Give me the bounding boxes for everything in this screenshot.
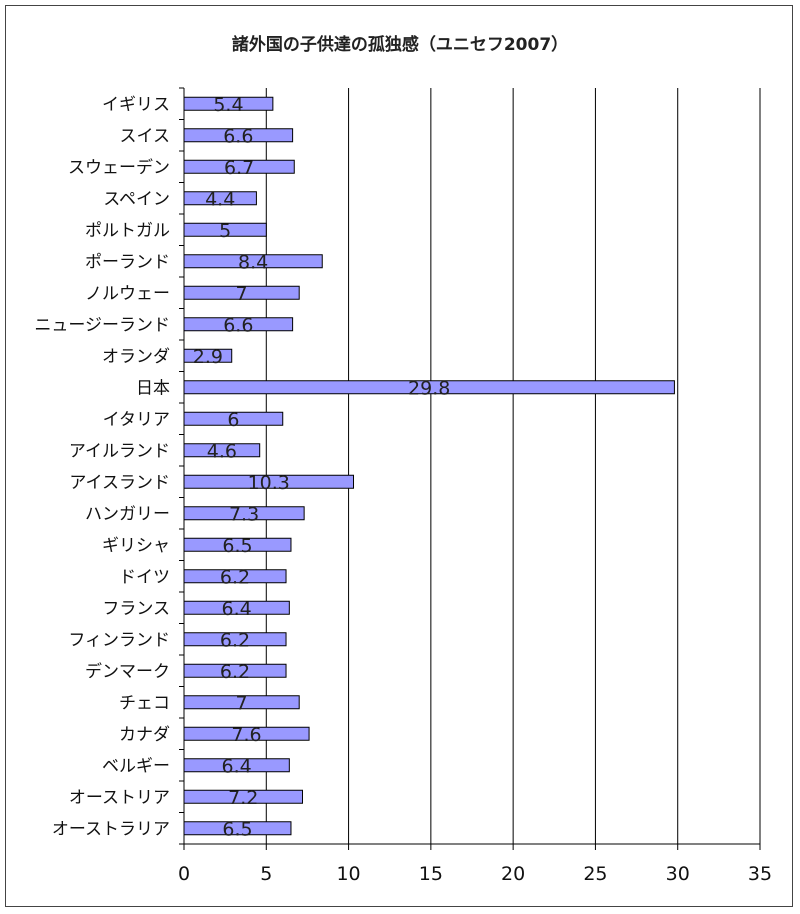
bars: [183, 96, 675, 836]
data-label: 6: [227, 409, 239, 431]
category-label: チェコ: [119, 693, 170, 713]
category-label: スイス: [120, 126, 171, 146]
chart-frame: [5, 5, 793, 907]
data-label: 7.6: [231, 724, 261, 746]
chart-title: 諸外国の子供達の孤独感（ユニセフ2007）: [231, 35, 569, 55]
data-label: 6.6: [223, 125, 253, 147]
category-label: ニュージーランド: [34, 315, 170, 335]
data-label: 6.2: [220, 661, 250, 683]
x-tick-label: 5: [260, 863, 272, 885]
data-label: 6.4: [222, 755, 252, 777]
data-label: 6.4: [222, 598, 252, 620]
data-label: 6.2: [220, 629, 250, 651]
category-label: 日本: [136, 378, 170, 398]
x-tick-label: 15: [419, 863, 443, 885]
category-label: オーストリア: [69, 788, 170, 808]
category-label: アイスランド: [69, 473, 170, 493]
data-label: 5.4: [213, 94, 243, 116]
data-label: 7.3: [229, 503, 259, 525]
data-label: 7: [236, 692, 248, 714]
category-label: ギリシャ: [102, 536, 170, 556]
data-label: 7: [236, 283, 248, 305]
category-label: アイルランド: [69, 441, 170, 461]
data-label: 8.4: [238, 251, 268, 273]
category-label: オランダ: [102, 347, 170, 367]
category-label: スペイン: [103, 189, 170, 209]
data-label: 4.6: [207, 440, 237, 462]
category-label: オーストラリア: [52, 819, 170, 839]
category-label: スウェーデン: [68, 157, 170, 178]
x-tick-label: 35: [748, 863, 772, 885]
data-label: 6.5: [222, 818, 252, 840]
data-label: 29.8: [408, 377, 450, 399]
category-label: ポーランド: [85, 252, 170, 272]
x-tick-label: 25: [583, 863, 607, 885]
data-label: 10.3: [248, 472, 290, 494]
gridlines: [265, 88, 761, 844]
category-label: イタリア: [103, 410, 170, 430]
category-label: ハンガリー: [85, 504, 170, 524]
data-label: 6.6: [223, 314, 253, 336]
category-label: ポルトガル: [85, 221, 170, 241]
category-label: ノルウェー: [85, 284, 170, 304]
category-label: イギリス: [102, 95, 170, 115]
data-label: 7.2: [228, 787, 258, 809]
data-label: 5: [219, 220, 231, 242]
category-label: カナダ: [119, 725, 170, 745]
category-label: フィンランド: [68, 630, 170, 650]
category-label: フランス: [102, 599, 170, 619]
data-label: 2.9: [193, 346, 223, 368]
axes: 0 5 10 15 20 25 30 35 イギリススイススウェーデンスペインポルトガルポーラン…: [34, 87, 772, 885]
x-tick-label: 20: [501, 863, 525, 885]
x-tick-label: 0: [178, 863, 190, 885]
data-label: 6.7: [224, 157, 254, 179]
data-labels: 5.46.66.74.458.476.62.929.864.610.37.36.…: [193, 94, 451, 841]
data-label: 4.4: [205, 188, 235, 210]
data-label: 6.2: [220, 566, 250, 588]
category-label: ドイツ: [119, 567, 170, 587]
category-label: ベルギー: [102, 756, 170, 776]
x-tick-label: 10: [336, 863, 360, 885]
x-tick-label: 30: [666, 863, 690, 885]
data-label: 6.5: [222, 535, 252, 557]
category-label: デンマーク: [85, 661, 170, 682]
